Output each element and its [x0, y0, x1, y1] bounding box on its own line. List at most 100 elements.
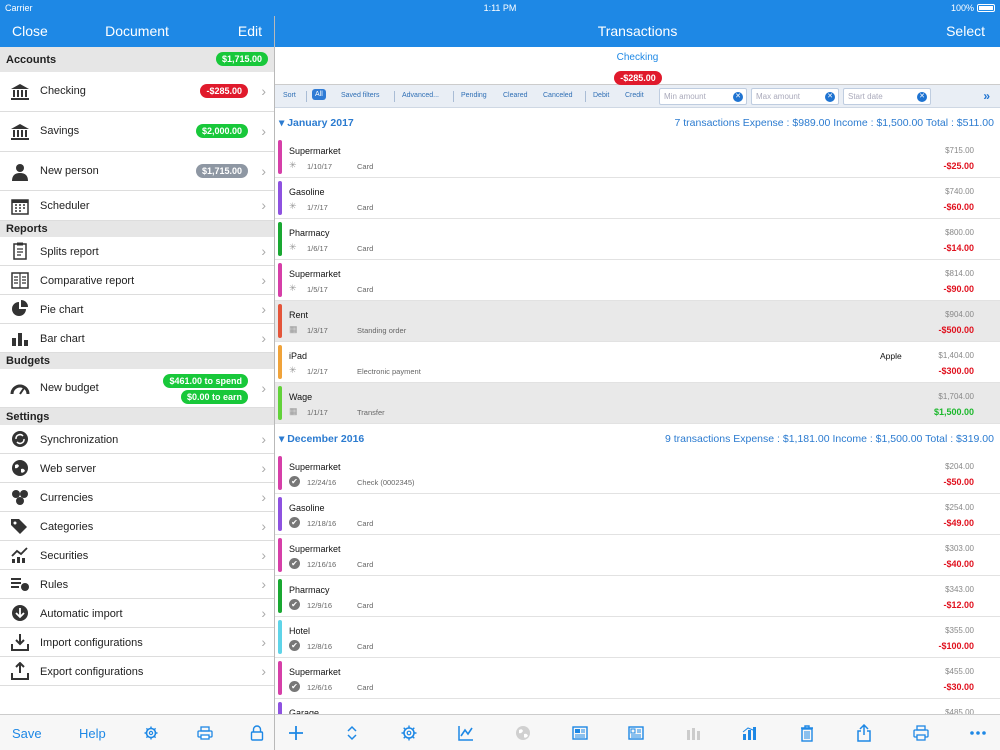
divider — [306, 91, 307, 102]
settings-header-label: Settings — [6, 410, 50, 423]
transaction-name: Pharmacy — [289, 228, 330, 238]
sidebar-item-comparative-report[interactable]: Comparative report › — [0, 266, 274, 295]
sidebar-item-automatic-import[interactable]: Automatic import › — [0, 599, 274, 628]
transaction-row[interactable]: Wage ▦ 1/1/17 Transfer $1,704.00 $1,500.00 — [275, 383, 1000, 424]
sidebar-item-bar-chart[interactable]: Bar chart › — [0, 324, 274, 353]
sidebar-item-currencies[interactable]: Currencies › — [0, 483, 274, 512]
transaction-date: 1/2/17 — [307, 367, 328, 376]
saved-filters-button[interactable]: Saved filters — [341, 92, 380, 99]
transaction-row[interactable]: Hotel ✔ 12/8/16 Card $355.00 -$100.00 — [275, 617, 1000, 658]
select-button[interactable]: Select — [946, 23, 985, 39]
pending-status-icon: ✳ — [289, 201, 297, 211]
globe-icon — [516, 726, 530, 740]
battery-percent: 100% — [950, 3, 974, 13]
start-date-field[interactable]: Start date ✕ — [843, 88, 931, 105]
transaction-row[interactable]: Supermarket ✔ 12/24/16 Check (0002345) $204.… — [275, 453, 1000, 494]
min-amount-field[interactable]: Min amount ✕ — [659, 88, 747, 105]
transaction-list: ▾ January 2017 7 transactions Expense : $… — [275, 108, 1000, 714]
line-chart-icon[interactable] — [457, 724, 475, 742]
sidebar-item-categories[interactable]: Categories › — [0, 512, 274, 541]
gear-icon[interactable] — [400, 724, 418, 742]
category-color-bar — [278, 304, 282, 338]
clear-icon[interactable]: ✕ — [733, 92, 743, 102]
sidebar-item-savings[interactable]: Savings $2,000.00 › — [0, 112, 274, 152]
sidebar-item-export-configurations[interactable]: Export configurations › — [0, 657, 274, 686]
filter-all-button[interactable]: All — [312, 89, 326, 100]
transaction-row[interactable]: Supermarket ✳ 1/10/17 Card $715.00 -$25.00 — [275, 137, 1000, 178]
lock-icon[interactable] — [250, 725, 264, 741]
trash-icon[interactable] — [798, 724, 816, 742]
chevron-right-icon: › — [261, 163, 266, 179]
transaction-date: 12/6/16 — [307, 683, 333, 692]
sidebar-item-synchronization[interactable]: Synchronization › — [0, 425, 274, 454]
transaction-amount: -$500.00 — [938, 325, 974, 335]
category-color-bar — [278, 620, 282, 654]
filter-credit[interactable]: Credit — [625, 92, 644, 99]
transaction-name: iPad — [289, 351, 308, 361]
close-button[interactable]: Close — [12, 23, 48, 39]
chevron-right-icon: › — [261, 272, 266, 288]
transaction-row[interactable]: Rent ▦ 1/3/17 Standing order $904.00 -$500.00 — [275, 301, 1000, 342]
transaction-row[interactable]: Gasoline ✔ 12/18/16 Card $254.00 -$49.00 — [275, 494, 1000, 535]
more-icon[interactable] — [969, 724, 987, 742]
running-balance: $904.00 — [945, 310, 974, 319]
advanced-button[interactable]: Advanced... — [402, 92, 439, 99]
printer-icon[interactable] — [912, 724, 930, 742]
month-group-header[interactable]: ▾ January 2017 7 transactions Expense : $… — [275, 108, 1000, 137]
transaction-amount: -$50.00 — [943, 477, 974, 487]
share-icon[interactable] — [855, 724, 873, 742]
transaction-type: Card — [357, 560, 374, 569]
month-group-header[interactable]: ▾ December 2016 9 transactions Expense : … — [275, 424, 1000, 453]
edit-button[interactable]: Edit — [237, 23, 262, 39]
sidebar-item-import-configurations[interactable]: Import configurations › — [0, 628, 274, 657]
transaction-row[interactable]: iPad ✳ 1/2/17 Electronic payment Apple $1,404… — [275, 342, 1000, 383]
category-color-bar — [278, 661, 282, 695]
filter-canceled[interactable]: Canceled — [543, 92, 573, 99]
min-amount-placeholder: Min amount — [664, 92, 706, 101]
transaction-amount: -$100.00 — [938, 641, 974, 651]
save-button[interactable]: Save — [12, 726, 42, 741]
transaction-row[interactable]: Pharmacy ✳ 1/6/17 Card $800.00 -$14.00 — [275, 219, 1000, 260]
transaction-row[interactable]: Garage✔$485.00 — [275, 699, 1000, 714]
sidebar-item-new-budget[interactable]: New budget $461.00 to spend $0.00 to ear… — [0, 369, 274, 408]
clear-icon[interactable]: ✕ — [917, 92, 927, 102]
filter-pending[interactable]: Pending — [461, 92, 487, 99]
transaction-row[interactable]: Gasoline ✳ 1/7/17 Card $740.00 -$60.00 — [275, 178, 1000, 219]
plus-icon[interactable] — [287, 724, 305, 742]
gear-icon[interactable] — [144, 726, 158, 740]
divider — [585, 91, 586, 102]
chevron-right-icon: › — [261, 576, 266, 592]
sidebar-item-new-person[interactable]: New person $1,715.00 › — [0, 152, 274, 191]
coins-icon — [12, 490, 28, 505]
sidebar-item-web-server[interactable]: Web server › — [0, 454, 274, 483]
printer-icon[interactable] — [197, 726, 213, 740]
category-color-bar — [278, 263, 282, 297]
sidebar-item-securities[interactable]: Securities › — [0, 541, 274, 570]
sidebar-item-checking[interactable]: Checking -$285.00 › — [0, 72, 274, 112]
transaction-type: Card — [357, 162, 374, 171]
transaction-row[interactable]: Pharmacy ✔ 12/9/16 Card $343.00 -$12.00 — [275, 576, 1000, 617]
tags-icon — [11, 519, 27, 534]
cleared-check-icon: ✔ — [289, 640, 300, 651]
transaction-row[interactable]: Supermarket ✳ 1/5/17 Card $814.00 -$90.00 — [275, 260, 1000, 301]
card-report-icon[interactable] — [627, 724, 645, 742]
cleared-check-icon: ✔ — [289, 599, 300, 610]
sort-arrows-icon[interactable] — [343, 724, 361, 742]
max-amount-field[interactable]: Max amount ✕ — [751, 88, 839, 105]
transaction-type: Check (0002345) — [357, 478, 415, 487]
sidebar-item-rules[interactable]: Rules › — [0, 570, 274, 599]
sidebar-item-pie-chart[interactable]: Pie chart › — [0, 295, 274, 324]
image-report-icon[interactable] — [571, 724, 589, 742]
transaction-row[interactable]: Supermarket ✔ 12/16/16 Card $303.00 -$40.00 — [275, 535, 1000, 576]
sort-button[interactable]: Sort — [283, 92, 296, 99]
double-chevron-right-icon[interactable]: » — [983, 89, 990, 103]
transaction-row[interactable]: Supermarket ✔ 12/6/16 Card $455.00 -$30.00 — [275, 658, 1000, 699]
bar-chart-icon[interactable] — [741, 724, 759, 742]
sidebar-item-splits-report[interactable]: Splits report › — [0, 237, 274, 266]
carrier-label: Carrier — [5, 3, 33, 13]
help-button[interactable]: Help — [79, 726, 106, 741]
clear-icon[interactable]: ✕ — [825, 92, 835, 102]
filter-cleared[interactable]: Cleared — [503, 92, 528, 99]
sidebar-item-scheduler[interactable]: Scheduler › — [0, 191, 274, 221]
filter-debit[interactable]: Debit — [593, 92, 610, 99]
